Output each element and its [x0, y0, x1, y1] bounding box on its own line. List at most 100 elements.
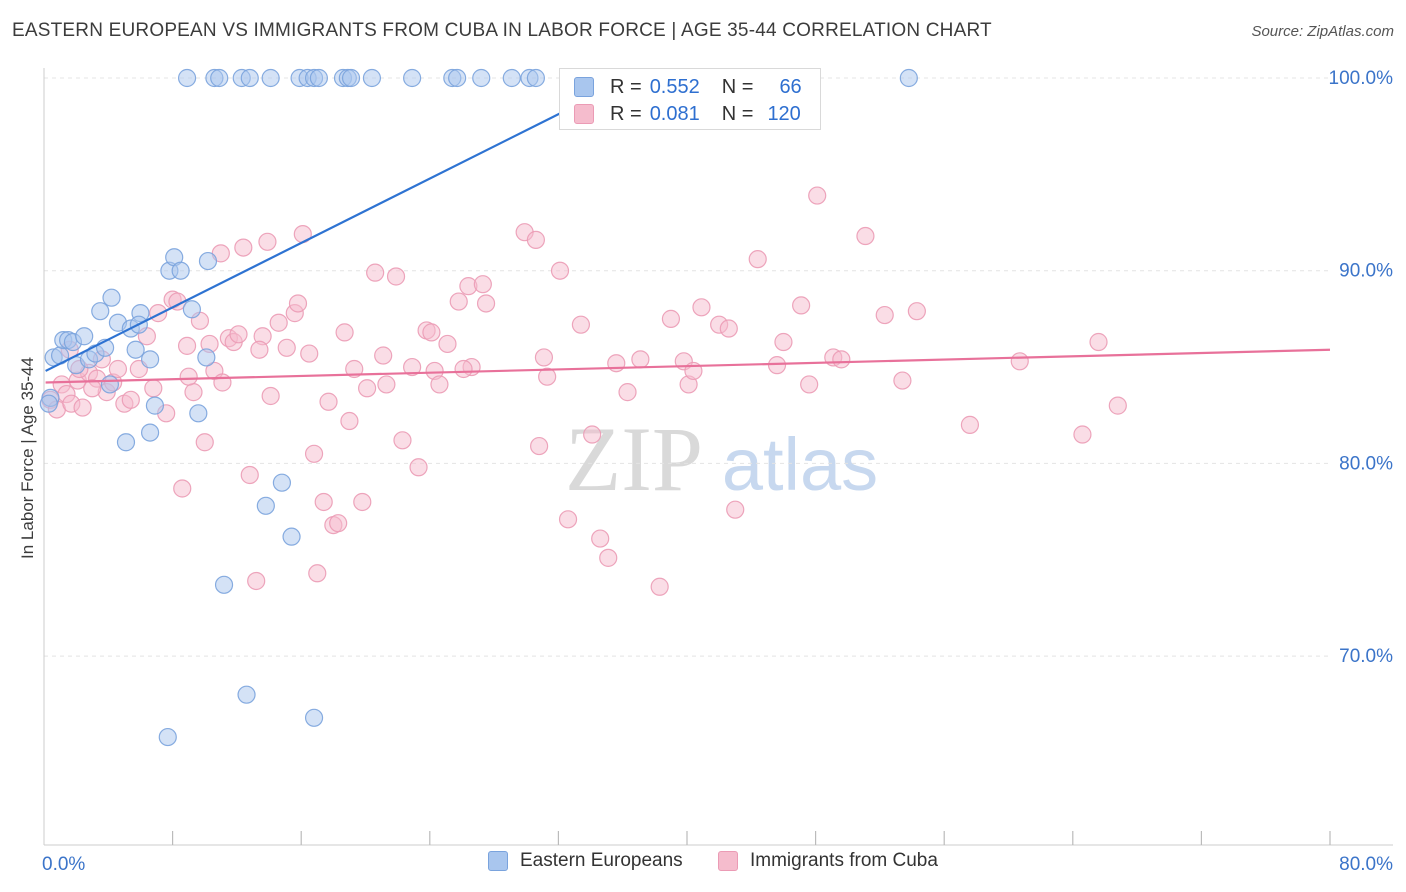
point-eastern-europeans [145, 396, 165, 415]
y-tick-label: 80.0% [1339, 453, 1393, 474]
point-immigrants-from-cuba [534, 348, 554, 367]
legend-item-immigrants-from-cuba[interactable]: Immigrants from Cuba [718, 850, 938, 872]
point-immigrants-from-cuba [314, 492, 333, 512]
point-immigrants-from-cuba [530, 436, 549, 456]
x-tick-label: 80.0% [1339, 854, 1393, 875]
stats-n-value-pink: 120 [767, 102, 801, 125]
point-immigrants-from-cuba [558, 510, 578, 529]
point-immigrants-from-cuba [250, 340, 269, 359]
point-immigrants-from-cuba [335, 323, 354, 342]
stats-row-blue: R = 0.552 N = 66 [574, 74, 802, 100]
point-immigrants-from-cuba [340, 411, 359, 431]
point-eastern-europeans [197, 348, 216, 367]
stats-swatch-blue [574, 77, 594, 97]
point-eastern-europeans [526, 68, 545, 88]
point-immigrants-from-cuba [661, 309, 681, 328]
legend-swatch-blue [488, 851, 508, 871]
point-immigrants-from-cuba [386, 267, 406, 286]
point-eastern-europeans [126, 340, 145, 359]
point-immigrants-from-cuba [1010, 352, 1029, 371]
point-eastern-europeans [304, 708, 324, 727]
stats-r-value-pink: 0.081 [649, 102, 700, 125]
point-immigrants-from-cuba [422, 323, 441, 342]
point-immigrants-from-cuba [476, 294, 496, 313]
point-immigrants-from-cuba [83, 379, 102, 398]
point-eastern-europeans [116, 433, 136, 452]
point-immigrants-from-cuba [234, 238, 253, 257]
point-immigrants-from-cuba [449, 292, 468, 311]
point-eastern-europeans [502, 68, 521, 88]
point-immigrants-from-cuba [907, 302, 926, 321]
y-tick-label: 90.0% [1339, 261, 1393, 282]
point-eastern-europeans [214, 575, 234, 594]
point-eastern-europeans [198, 251, 218, 271]
point-immigrants-from-cuba [345, 359, 364, 379]
point-eastern-europeans [75, 327, 94, 346]
point-eastern-europeans [272, 473, 292, 492]
point-eastern-europeans [309, 68, 328, 88]
stats-n-label-blue: N = [721, 75, 754, 98]
point-eastern-europeans [182, 300, 201, 319]
point-eastern-europeans [91, 302, 110, 321]
y-tick-label: 100.0% [1329, 68, 1394, 89]
trendline-immigrants-from-cuba [45, 348, 1331, 384]
point-immigrants-from-cuba [229, 325, 248, 344]
point-immigrants-from-cuba [366, 263, 385, 282]
point-immigrants-from-cuba [1108, 396, 1127, 415]
point-immigrants-from-cuba [258, 232, 277, 251]
point-immigrants-from-cuba [329, 514, 348, 533]
legend-item-eastern-europeans[interactable]: Eastern Europeans [488, 850, 683, 872]
point-immigrants-from-cuba [774, 332, 793, 352]
point-immigrants-from-cuba [319, 392, 338, 411]
point-eastern-europeans [237, 685, 256, 704]
point-immigrants-from-cuba [1089, 332, 1108, 352]
point-immigrants-from-cuba [247, 571, 266, 591]
point-immigrants-from-cuba [599, 548, 618, 567]
stats-swatch-pink [574, 104, 594, 124]
point-eastern-europeans [240, 68, 259, 88]
point-immigrants-from-cuba [875, 305, 894, 325]
point-immigrants-from-cuba [177, 336, 197, 355]
point-eastern-europeans [403, 68, 422, 88]
point-eastern-europeans [256, 496, 275, 515]
point-immigrants-from-cuba [856, 226, 875, 246]
point-immigrants-from-cuba [893, 371, 912, 390]
point-immigrants-from-cuba [591, 529, 610, 548]
point-immigrants-from-cuba [792, 296, 811, 315]
stats-n-value-blue: 66 [779, 75, 802, 98]
point-immigrants-from-cuba [358, 379, 377, 398]
point-immigrants-from-cuba [538, 367, 557, 386]
point-immigrants-from-cuba [438, 334, 457, 354]
point-eastern-europeans [341, 68, 361, 88]
point-immigrants-from-cuba [73, 398, 92, 417]
point-eastern-europeans [158, 727, 177, 747]
point-immigrants-from-cuba [288, 294, 308, 313]
point-immigrants-from-cuba [213, 373, 232, 392]
point-immigrants-from-cuba [832, 350, 851, 369]
point-immigrants-from-cuba [121, 390, 140, 409]
legend-label-immigrants-from-cuba: Immigrants from Cuba [750, 850, 938, 871]
point-immigrants-from-cuba [692, 298, 711, 317]
point-immigrants-from-cuba [269, 313, 288, 332]
point-eastern-europeans [189, 404, 208, 423]
point-immigrants-from-cuba [767, 356, 787, 375]
point-immigrants-from-cuba [304, 444, 324, 463]
point-immigrants-from-cuba [748, 250, 767, 269]
point-immigrants-from-cuba [108, 359, 128, 379]
point-immigrants-from-cuba [184, 383, 203, 402]
point-eastern-europeans [899, 68, 918, 88]
point-eastern-europeans [102, 288, 121, 307]
stats-r-label-blue: R = [610, 75, 642, 98]
stats-box: R = 0.552 N = 66 R = 0.081 N = 120 [559, 68, 821, 130]
point-immigrants-from-cuba [430, 375, 449, 394]
point-immigrants-from-cuba [149, 304, 168, 323]
point-immigrants-from-cuba [726, 500, 745, 519]
point-immigrants-from-cuba [631, 350, 650, 369]
point-immigrants-from-cuba [353, 492, 372, 512]
point-immigrants-from-cuba [374, 346, 393, 365]
point-immigrants-from-cuba [808, 186, 827, 205]
point-eastern-europeans [362, 68, 382, 88]
y-tick-label: 70.0% [1339, 646, 1393, 667]
stats-r-value-blue: 0.552 [649, 75, 700, 98]
